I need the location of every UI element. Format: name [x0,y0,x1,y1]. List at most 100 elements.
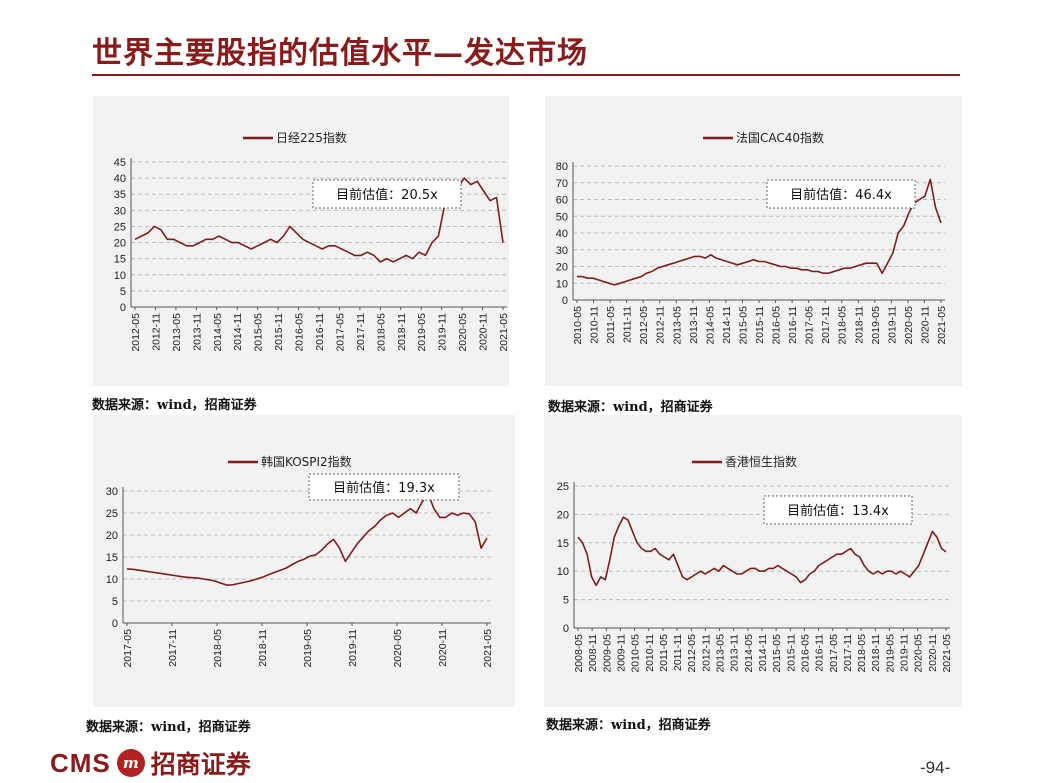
x-tick-label: 2020-11 [919,306,931,344]
annotation-box [763,495,913,525]
x-tick-label: 2010-05 [630,634,642,673]
x-tick-label: 2008-05 [573,634,585,673]
series-line [577,178,942,286]
x-tick-label: 2015-05 [737,306,749,345]
chart-panel-kospi2: 0 5 10 15 20 25 30 2017-05 2017-11 2018-05 2018-11… [93,415,515,707]
y-tick-label: 20 [114,238,126,250]
x-tick-label: 2020-11 [437,629,449,667]
chart-source-kospi2: 数据来源：wind，招商证券 [86,720,251,735]
y-tick-label: 10 [114,270,126,282]
x-tick-label: 2010-11 [589,306,601,344]
x-tick-label: 2013-11 [729,634,741,672]
x-tick-label: 2014-11 [232,313,244,351]
x-tick-label: 2016-05 [294,313,306,352]
x-tick-label: 2013-05 [171,313,183,352]
x-tick-label: 2015-11 [273,313,285,351]
logo-cn-text: 招商证券 [150,750,251,779]
y-tick-label: 80 [556,161,568,173]
y-tick-label: 10 [557,566,569,578]
x-tick-label: 2021-05 [941,634,953,673]
x-tick-label: 2021-05 [498,313,509,352]
x-tick-label: 2014-05 [704,306,716,345]
y-tick-label: 25 [114,221,126,233]
y-tick-label: 5 [120,286,126,298]
x-tick-label: 2015-05 [253,313,265,352]
annotation-label: 目前估值：46.4x [790,187,892,203]
x-tick-label: 2020-05 [392,629,404,668]
x-tick-label: 2010-05 [572,306,584,345]
y-tick-label: 15 [114,254,126,266]
x-tick-label: 2020-11 [927,634,939,672]
x-tick-label: 2018-05 [212,629,224,668]
x-tick-label: 2021-05 [482,629,494,668]
y-tick-label: 30 [556,245,568,257]
page-number: -94- [920,758,951,777]
x-tick-label: 2009-05 [601,634,613,673]
x-tick-label: 2017-05 [122,629,134,668]
y-tick-label: 20 [557,509,569,521]
series-line [134,177,504,263]
x-tick-label: 2015-11 [785,634,797,672]
x-tick-label: 2019-11 [899,634,911,672]
y-tick-label: 35 [114,189,126,201]
annotation-label: 目前估值：13.4x [787,503,889,519]
y-tick-label: 10 [556,278,568,290]
chart-cac40: 0 10 20 30 40 50 60 70 80 2010-05 2010-11 2011-05 20… [556,130,948,345]
x-tick-label: 2014-11 [757,634,769,672]
x-tick-label: 2013-11 [191,313,203,351]
x-tick-label: 2020-05 [913,634,925,673]
y-tick-label: 40 [556,228,568,240]
legend-label: 法国CAC40指数 [736,130,824,145]
legend-label: 香港恒生指数 [725,454,797,469]
y-tick-label: 20 [556,262,568,274]
logo-mark-icon: m [116,749,145,777]
series-line [126,492,488,586]
y-tick-label: 10 [106,574,118,586]
chart-kospi2: 0 5 10 15 20 25 30 2017-05 2017-11 2018-05 2018-11… [106,454,494,668]
y-tick-label: 5 [563,595,569,607]
x-tick-label: 2019-05 [870,306,882,345]
x-tick-label: 2011-11 [672,634,684,671]
x-tick-label: 2018-11 [396,313,408,351]
x-tick-label: 2015-05 [771,634,783,673]
x-tick-label: 2017-11 [355,313,367,351]
x-tick-label: 2014-05 [212,313,224,352]
x-tick-label: 2019-05 [416,313,428,352]
y-tick-label: 0 [563,623,569,635]
x-tick-label: 2017-05 [804,306,816,345]
annotation-box [312,179,462,209]
x-tick-label: 2011-11 [622,306,634,343]
series-line [577,516,947,587]
cms-logo: CMS m 招商证券 [50,747,251,780]
x-tick-label: 2019-05 [884,634,896,673]
x-tick-label: 2015-11 [754,306,766,344]
x-tick-label: 2017-05 [334,313,346,352]
x-tick-label: 2018-05 [375,313,387,352]
chart-panel-hangseng: 0 5 10 15 20 25 2008-05 2008-11 2009-05 2009-11 20… [544,415,962,707]
y-tick-label: 50 [556,211,568,223]
y-tick-label: 30 [106,486,118,498]
y-tick-label: 0 [120,302,126,314]
x-tick-label: 2016-11 [787,306,799,344]
x-tick-label: 2012-05 [638,306,650,345]
logo-cms-text: CMS [50,747,111,778]
y-tick-label: 25 [557,481,569,493]
x-tick-label: 2018-11 [853,306,865,344]
x-tick-label: 2018-05 [837,306,849,345]
x-tick-label: 2011-05 [605,306,617,344]
x-tick-label: 2017-11 [842,634,854,672]
x-tick-label: 2012-11 [150,313,162,351]
x-tick-label: 2018-11 [870,634,882,672]
x-tick-label: 2012-05 [130,313,142,352]
x-tick-label: 2019-11 [347,629,359,667]
x-tick-label: 2017-05 [828,634,840,673]
annotation-label: 目前估值：20.5x [336,187,438,203]
y-tick-label: 30 [114,205,126,217]
x-tick-label: 2016-11 [814,634,826,672]
x-tick-label: 2019-11 [437,313,449,351]
y-tick-label: 0 [562,295,568,307]
legend-label: 日经225指数 [276,130,347,145]
x-tick-label: 2013-05 [715,634,727,673]
chart-source-cac40: 数据来源：wind，招商证券 [548,400,713,415]
